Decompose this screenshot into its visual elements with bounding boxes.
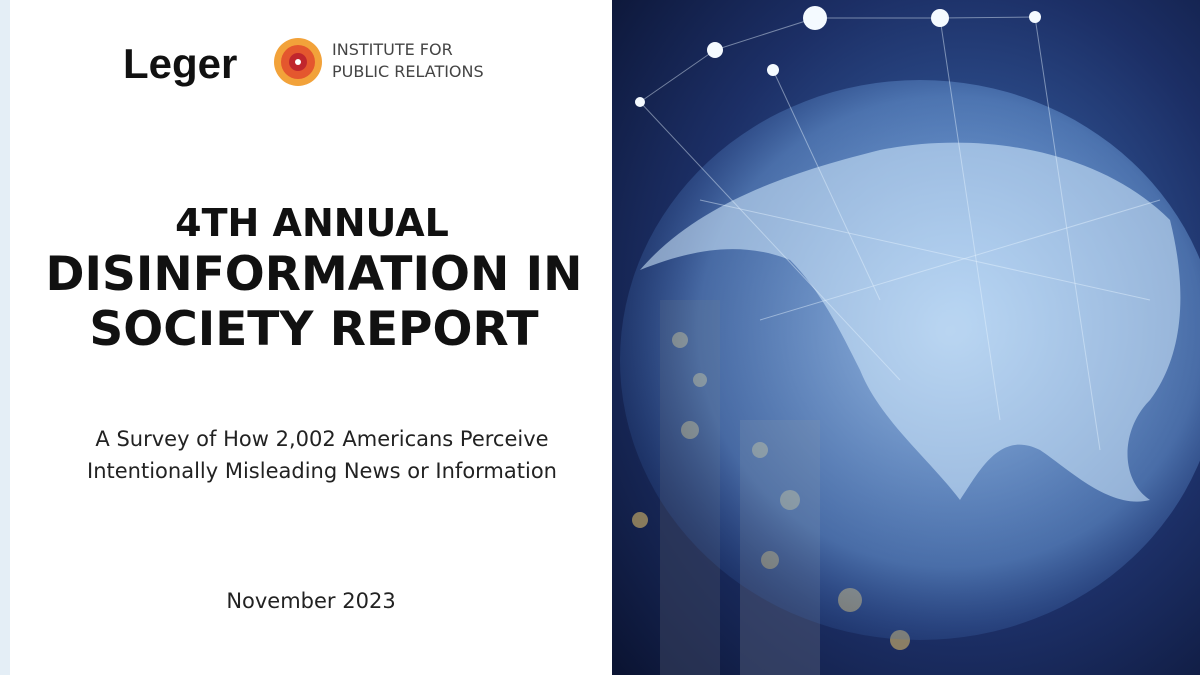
leger-logo: Leger	[123, 40, 237, 87]
left-strip	[0, 0, 10, 675]
title-line: DISINFORMATION IN	[46, 247, 583, 302]
subtitle-line: A Survey of How 2,002 Americans Perceive	[95, 427, 548, 451]
title-line: 4TH ANNUAL	[175, 201, 449, 245]
ipr-line: INSTITUTE FOR	[332, 40, 453, 59]
ipr-icon	[274, 38, 322, 86]
subtitle-line: Intentionally Misleading News or Informa…	[87, 459, 557, 483]
cover-image	[612, 0, 1200, 675]
date: November 2023	[226, 589, 395, 613]
ipr-line: PUBLIC RELATIONS	[332, 62, 484, 81]
title-line: SOCIETY REPORT	[89, 302, 538, 357]
